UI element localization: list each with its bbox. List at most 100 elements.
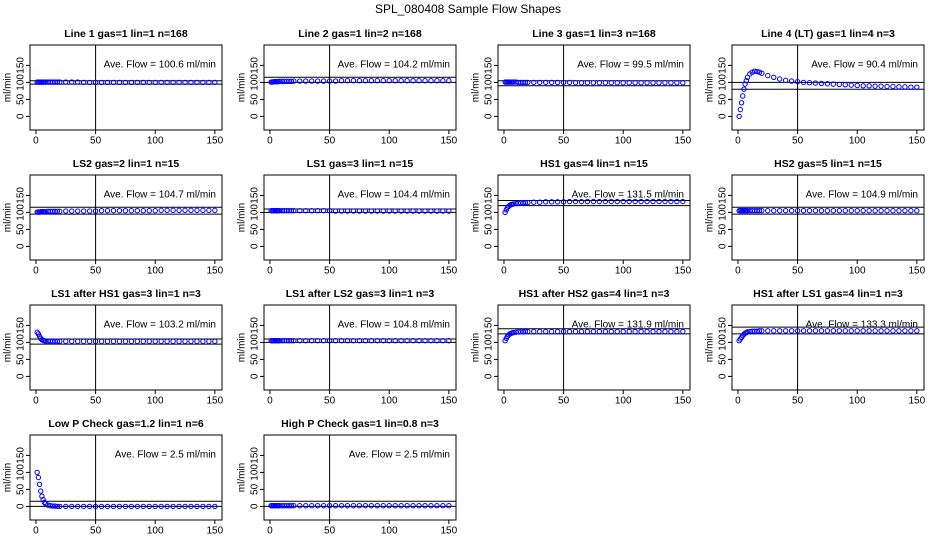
data-point — [374, 338, 380, 344]
data-point — [608, 328, 614, 335]
data-point — [590, 328, 597, 335]
x-tick-label: 150 — [207, 136, 224, 147]
data-point — [309, 503, 315, 509]
panel-title: Line 2 gas=1 lin=2 n=168 — [298, 28, 422, 40]
data-point — [392, 338, 398, 344]
y-axis-label: ml/min — [237, 203, 248, 232]
data-point — [614, 328, 620, 335]
data-point — [116, 208, 123, 214]
data-point — [759, 70, 765, 76]
data-point — [656, 80, 662, 86]
data-point — [608, 198, 614, 205]
annotation: Ave. Flow = 133.3 ml/min — [806, 320, 918, 331]
y-tick-label: 150 — [484, 57, 495, 74]
data-point — [362, 503, 369, 509]
data-point — [134, 79, 141, 86]
data-point — [800, 208, 807, 214]
data-point — [878, 208, 884, 214]
y-tick-label: 100 — [484, 204, 495, 221]
data-point — [756, 208, 763, 214]
data-point — [80, 503, 87, 510]
y-axis-label: ml/min — [3, 463, 14, 492]
x-tick-label: 150 — [441, 526, 458, 537]
y-tick-label: 0 — [16, 373, 27, 379]
data-point — [350, 338, 357, 344]
data-point — [737, 106, 744, 113]
data-point — [332, 338, 339, 344]
data-point — [741, 86, 747, 92]
data-point — [572, 198, 579, 205]
x-tick-label: 100 — [615, 396, 632, 407]
data-point — [392, 503, 398, 509]
y-tick-label: 50 — [718, 353, 729, 365]
y-tick-label: 150 — [484, 317, 495, 334]
y-axis-label: ml/min — [471, 203, 482, 232]
data-point — [416, 503, 422, 509]
data-point — [620, 328, 626, 335]
y-tick-label: 150 — [718, 317, 729, 334]
data-point — [98, 208, 105, 214]
data-point — [428, 78, 434, 84]
x-tick-label: 50 — [90, 526, 102, 537]
data-point — [914, 208, 920, 214]
data-point — [416, 338, 422, 344]
data-point — [830, 81, 837, 87]
data-point — [128, 503, 135, 510]
data-point — [434, 208, 440, 214]
data-point — [158, 503, 164, 510]
data-point — [548, 79, 555, 86]
data-point — [434, 503, 440, 509]
y-tick-label: 150 — [484, 187, 495, 204]
data-point — [878, 83, 884, 89]
data-point — [194, 338, 200, 345]
data-point — [751, 68, 758, 74]
y-tick-label: 150 — [718, 187, 729, 204]
data-point — [122, 503, 129, 510]
x-tick-label: 50 — [90, 136, 102, 147]
annotation: Ave. Flow = 131.9 ml/min — [572, 320, 684, 331]
data-point — [638, 80, 644, 86]
data-point — [86, 208, 93, 214]
panel-title: Line 3 gas=1 lin=3 n=168 — [532, 28, 656, 40]
data-point — [344, 208, 351, 214]
panel-title: Line 1 gas=1 lin=1 n=168 — [64, 28, 188, 40]
data-point — [680, 198, 686, 205]
data-point — [57, 208, 63, 215]
data-point — [668, 80, 674, 86]
x-tick-label: 150 — [207, 526, 224, 537]
data-point — [872, 328, 878, 334]
y-tick-label: 0 — [484, 243, 495, 249]
data-point — [854, 82, 860, 89]
x-tick-label: 0 — [735, 266, 741, 277]
x-tick-label: 0 — [501, 396, 507, 407]
plot-frame — [731, 44, 925, 131]
data-point — [771, 74, 777, 81]
x-tick-label: 150 — [675, 266, 692, 277]
panel-title: LS2 gas=2 lin=1 n=15 — [73, 158, 180, 170]
y-tick-label: 50 — [250, 483, 261, 495]
data-point — [314, 338, 321, 344]
data-point — [638, 328, 644, 335]
y-tick-label: 0 — [718, 243, 729, 249]
data-point — [297, 208, 303, 214]
data-point — [434, 78, 440, 84]
data-point — [765, 72, 771, 79]
data-point — [338, 338, 345, 344]
y-tick-label: 150 — [718, 57, 729, 74]
x-tick-label: 100 — [147, 136, 164, 147]
data-point — [771, 328, 777, 334]
x-tick-label: 100 — [615, 266, 632, 277]
y-tick-label: 100 — [718, 74, 729, 91]
x-tick-label: 100 — [849, 396, 866, 407]
y-tick-label: 0 — [250, 373, 261, 379]
plot-area — [498, 175, 690, 260]
x-tick-label: 50 — [324, 266, 336, 277]
data-point — [788, 208, 795, 214]
data-point — [560, 328, 567, 335]
x-tick-label: 150 — [675, 396, 692, 407]
x-tick-label: 100 — [381, 526, 398, 537]
data-point — [206, 503, 212, 510]
data-point — [650, 80, 656, 86]
data-point — [57, 503, 63, 510]
y-tick-label: 0 — [16, 113, 27, 119]
